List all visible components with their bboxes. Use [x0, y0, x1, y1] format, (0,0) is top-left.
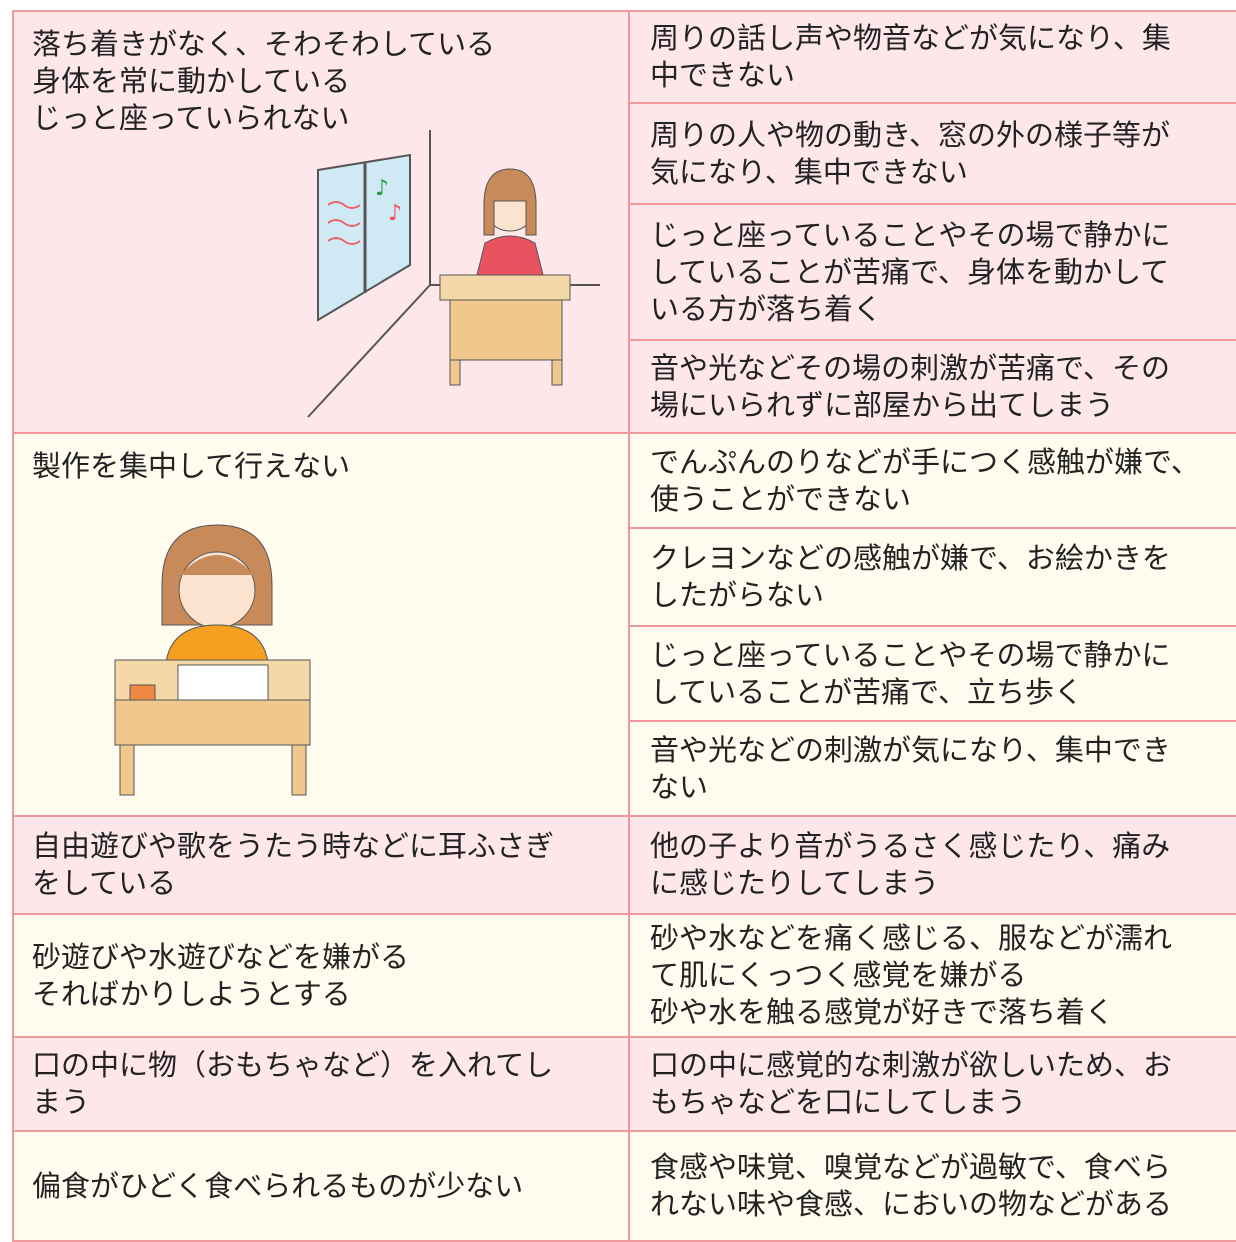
cell-text: いる方が落ち着く	[650, 291, 883, 326]
cell-text: 他の子より音がうるさく感じたり、痛み	[650, 829, 1171, 863]
right-cell: 周りの話し声や物音などが気になり、集 中できない	[628, 10, 1236, 104]
left-cell: 砂遊びや水遊びなどを嫌がる そればかりしようとする	[12, 913, 630, 1038]
cell-text: そればかりしようとする	[32, 976, 351, 1011]
cell-text: て肌にくっつく感覚を嫌がる	[650, 958, 1027, 992]
cell-text: したがらない	[650, 578, 825, 612]
cell-text: クレヨンなどの感触が嫌で、お絵かきを	[650, 541, 1171, 575]
left-cell: 偏食がひどく食べられるものが少ない	[12, 1130, 630, 1242]
left-cell: 口の中に物（おもちゃなど）を入れてし まう	[12, 1036, 630, 1132]
cell-text: 中できない	[650, 58, 796, 92]
svg-text:♪: ♪	[388, 201, 402, 226]
right-cell: 砂や水などを痛く感じる、服などが濡れ て肌にくっつく感覚を嫌がる 砂や水を触る感覚が…	[628, 913, 1236, 1038]
cell-text: に感じたりしてしまう	[650, 866, 940, 900]
cell-text: 音や光などの刺激が気になり、集中でき	[650, 732, 1171, 767]
cell-text: 音や光などその場の刺激が苦痛で、その	[650, 350, 1170, 385]
cell-text: 製作を集中して行えない	[32, 449, 351, 483]
right-cell: 音や光などの刺激が気になり、集中でき ない	[628, 720, 1236, 817]
svg-text:♪: ♪	[375, 176, 389, 201]
right-cell: 食感や味覚、嗅覚などが過敏で、食べら れない味や食感、においの物などがある	[628, 1130, 1236, 1242]
cell-text: 砂や水を触る感覚が好きで落ち着く	[650, 995, 1115, 1029]
cell-text: でんぷんのりなどが手につく感触が嫌で、	[650, 444, 1200, 479]
cell-text: 身体を常に動かしている	[32, 64, 351, 98]
cell-text: じっと座っていられない	[32, 101, 350, 135]
right-cell: 周りの人や物の動き、窓の外の様子等が 気になり、集中できない	[628, 102, 1236, 205]
cell-text: 砂や水などを痛く感じる、服などが濡れ	[650, 921, 1173, 955]
cell-text: 口の中に物（おもちゃなど）を入れてし	[32, 1048, 554, 1082]
cell-text: まう	[32, 1085, 91, 1119]
right-cell: 他の子より音がうるさく感じたり、痛み に感じたりしてしまう	[628, 815, 1236, 915]
cell-text: 偏食がひどく食べられるものが少ない	[32, 1168, 524, 1203]
right-cell: じっと座っていることやその場で静かに していることが苦痛で、身体を動かして いる方が…	[628, 203, 1236, 341]
left-cell: 自由遊びや歌をうたう時などに耳ふさぎ をしている	[12, 815, 630, 915]
right-cell: クレヨンなどの感触が嫌で、お絵かきを したがらない	[628, 527, 1236, 627]
cell-text: 自由遊びや歌をうたう時などに耳ふさぎ	[32, 829, 555, 863]
cell-text: 使うことができない	[650, 481, 912, 516]
cell-text: 周りの話し声や物音などが気になり、集	[650, 21, 1171, 55]
cell-text: をしている	[32, 866, 177, 900]
cell-text: 気になり、集中できない	[650, 154, 968, 189]
illustration-window: ♪ ♪	[307, 130, 600, 418]
cell-text: じっと座っていることやその場で静かに	[650, 637, 1171, 672]
cell-text: 食感や味覚、嗅覚などが過敏で、食べら	[650, 1150, 1171, 1184]
cell-text: じっと座っていることやその場で静かに	[650, 217, 1171, 252]
cell-text: 落ち着きがなく、そわそわしている	[32, 27, 496, 61]
illustration-drawing	[114, 524, 311, 796]
cell-text: 口の中に感覚的な刺激が欲しいため、お	[650, 1048, 1173, 1082]
right-cell: じっと座っていることやその場で静かに していることが苦痛で、立ち歩く	[628, 625, 1236, 722]
right-cell: でんぷんのりなどが手につく感触が嫌で、 使うことができない	[628, 432, 1236, 529]
cell-text: 砂遊びや水遊びなどを嫌がる	[32, 939, 410, 974]
cell-text: れない味や食感、においの物などがある	[650, 1187, 1173, 1221]
cell-text: していることが苦痛で、身体を動かして	[650, 254, 1170, 289]
cell-text: ない	[650, 769, 709, 804]
cell-text: していることが苦痛で、立ち歩く	[650, 674, 1083, 709]
right-cell: 口の中に感覚的な刺激が欲しいため、お もちゃなどを口にしてしまう	[628, 1036, 1236, 1132]
cell-text: 周りの人や物の動き、窓の外の様子等が	[650, 117, 1170, 152]
cell-text: もちゃなどを口にしてしまう	[650, 1085, 1027, 1119]
cell-text: 場にいられずに部屋から出てしまう	[650, 387, 1115, 422]
right-cell: 音や光などその場の刺激が苦痛で、その 場にいられずに部屋から出てしまう	[628, 339, 1236, 434]
